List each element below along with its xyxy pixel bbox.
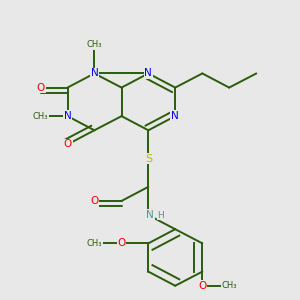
Text: N: N [146,210,154,220]
Text: N: N [145,68,152,78]
Text: O: O [117,238,126,248]
Text: CH₃: CH₃ [221,281,237,290]
Text: N: N [91,68,98,78]
Text: N: N [171,111,179,121]
Text: O: O [37,82,45,93]
Text: H: H [158,211,164,220]
Text: O: O [198,281,206,291]
Text: CH₃: CH₃ [33,112,49,121]
Text: S: S [145,154,152,164]
Text: N: N [64,111,71,121]
Text: CH₃: CH₃ [87,40,102,50]
Text: O: O [90,196,98,206]
Text: CH₃: CH₃ [87,239,102,248]
Text: O: O [63,140,72,149]
